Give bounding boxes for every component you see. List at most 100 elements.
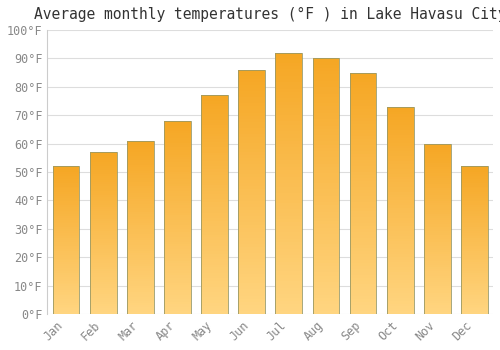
- Bar: [312, 285, 340, 288]
- Bar: [238, 97, 265, 100]
- Bar: [127, 143, 154, 145]
- Bar: [387, 172, 413, 174]
- Bar: [52, 207, 80, 209]
- Bar: [90, 257, 117, 259]
- Bar: [127, 180, 154, 182]
- Bar: [201, 122, 228, 125]
- Bar: [312, 266, 340, 269]
- Bar: [201, 287, 228, 289]
- Bar: [276, 125, 302, 128]
- Bar: [461, 218, 488, 220]
- Bar: [312, 298, 340, 301]
- Bar: [350, 184, 376, 187]
- Bar: [312, 148, 340, 151]
- Bar: [350, 178, 376, 181]
- Bar: [276, 219, 302, 223]
- Bar: [201, 300, 228, 303]
- Bar: [312, 122, 340, 126]
- Bar: [350, 118, 376, 121]
- Bar: [238, 103, 265, 106]
- Bar: [52, 270, 80, 272]
- Bar: [238, 213, 265, 216]
- Bar: [201, 237, 228, 240]
- Bar: [238, 231, 265, 235]
- Bar: [387, 148, 413, 151]
- Bar: [52, 188, 80, 190]
- Bar: [276, 226, 302, 229]
- Bar: [201, 234, 228, 237]
- Bar: [164, 280, 191, 282]
- Bar: [276, 170, 302, 174]
- Bar: [238, 152, 265, 155]
- Bar: [276, 128, 302, 131]
- Bar: [424, 210, 450, 212]
- Bar: [90, 215, 117, 217]
- Bar: [350, 136, 376, 139]
- Bar: [424, 180, 450, 182]
- Bar: [312, 132, 340, 135]
- Bar: [164, 273, 191, 275]
- Bar: [276, 262, 302, 265]
- Bar: [201, 191, 228, 194]
- Bar: [164, 169, 191, 171]
- Bar: [350, 193, 376, 196]
- Bar: [312, 87, 340, 90]
- Bar: [90, 217, 117, 219]
- Bar: [52, 179, 80, 181]
- Bar: [350, 308, 376, 311]
- Bar: [127, 284, 154, 286]
- Bar: [424, 152, 450, 154]
- Bar: [461, 255, 488, 257]
- Bar: [312, 193, 340, 196]
- Bar: [164, 126, 191, 128]
- Bar: [90, 189, 117, 190]
- Bar: [201, 210, 228, 213]
- Bar: [387, 309, 413, 311]
- Bar: [127, 171, 154, 173]
- Bar: [424, 254, 450, 257]
- Bar: [127, 249, 154, 251]
- Bar: [238, 219, 265, 222]
- Bar: [276, 223, 302, 226]
- Bar: [312, 244, 340, 247]
- Bar: [276, 291, 302, 294]
- Bar: [201, 175, 228, 177]
- Bar: [52, 201, 80, 203]
- Bar: [424, 184, 450, 186]
- Bar: [387, 239, 413, 241]
- Bar: [90, 184, 117, 187]
- Bar: [312, 253, 340, 257]
- Bar: [238, 286, 265, 289]
- Bar: [461, 211, 488, 212]
- Bar: [424, 148, 450, 150]
- Bar: [238, 256, 265, 259]
- Bar: [350, 106, 376, 109]
- Bar: [424, 203, 450, 205]
- Bar: [424, 267, 450, 269]
- Bar: [127, 167, 154, 169]
- Bar: [312, 167, 340, 170]
- Bar: [127, 264, 154, 266]
- Bar: [90, 158, 117, 160]
- Bar: [312, 170, 340, 173]
- Bar: [461, 177, 488, 179]
- Bar: [201, 248, 228, 251]
- Bar: [276, 121, 302, 125]
- Bar: [164, 164, 191, 167]
- Bar: [90, 296, 117, 298]
- Bar: [127, 273, 154, 275]
- Bar: [164, 121, 191, 123]
- Bar: [90, 306, 117, 308]
- Bar: [201, 186, 228, 188]
- Bar: [127, 230, 154, 232]
- Bar: [350, 262, 376, 266]
- Bar: [127, 296, 154, 299]
- Bar: [90, 203, 117, 205]
- Bar: [127, 268, 154, 271]
- Bar: [201, 270, 228, 273]
- Bar: [238, 222, 265, 225]
- Bar: [461, 181, 488, 183]
- Bar: [387, 293, 413, 296]
- Bar: [424, 271, 450, 273]
- Bar: [461, 270, 488, 272]
